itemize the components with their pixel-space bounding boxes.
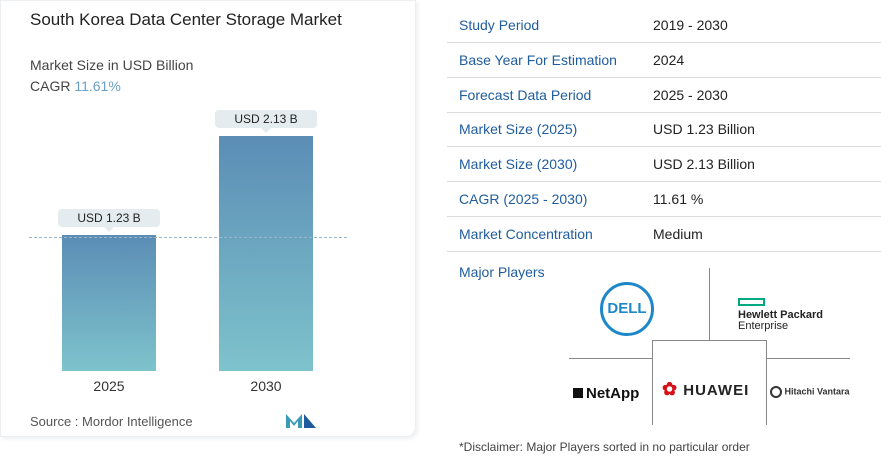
dell-logo: DELL bbox=[600, 282, 654, 336]
row-value: Medium bbox=[653, 225, 703, 242]
hitachi-logo: Hitachi Vantara bbox=[770, 386, 850, 398]
table-row: CAGR (2025 - 2030) 11.61 % bbox=[447, 182, 881, 217]
table-row: Market Size (2030) USD 2.13 Billion bbox=[447, 147, 881, 183]
bar-2025 bbox=[62, 235, 156, 371]
chart-card: South Korea Data Center Storage Market M… bbox=[0, 0, 416, 437]
reference-line bbox=[29, 237, 347, 238]
row-label: CAGR (2025 - 2030) bbox=[459, 191, 588, 207]
table-row: Market Concentration Medium bbox=[447, 217, 881, 252]
disclaimer: *Disclaimer: Major Players sorted in no … bbox=[459, 440, 750, 454]
table-row: Market Size (2025) USD 1.23 Billion bbox=[447, 112, 881, 148]
table-row: Study Period 2019 - 2030 bbox=[447, 8, 881, 43]
huawei-logo: ✿ HUAWEI bbox=[662, 379, 750, 399]
source: Source : Mordor Intelligence bbox=[30, 414, 193, 429]
row-value: 2024 bbox=[653, 51, 685, 68]
data-label: USD 2.13 B bbox=[215, 110, 317, 133]
data-label: USD 1.23 B bbox=[58, 209, 160, 233]
row-label: Study Period bbox=[459, 17, 540, 33]
bar-2030 bbox=[219, 136, 313, 371]
x-tick-label: 2030 bbox=[250, 378, 282, 394]
chart-subtitle: Market Size in USD Billion bbox=[30, 57, 194, 73]
table-row: Base Year For Estimation 2024 bbox=[447, 43, 881, 78]
hpe-logo: Hewlett Packard Enterprise bbox=[738, 298, 823, 332]
cagr: CAGR 11.61% bbox=[30, 78, 121, 94]
row-value: 2019 - 2030 bbox=[653, 17, 728, 33]
row-label: Base Year For Estimation bbox=[459, 51, 617, 68]
major-players-label: Major Players bbox=[459, 264, 545, 280]
cagr-value: 11.61% bbox=[74, 78, 121, 94]
x-tick-label: 2025 bbox=[93, 378, 125, 394]
row-value: 2025 - 2030 bbox=[653, 86, 728, 103]
row-label: Market Size (2030) bbox=[459, 156, 578, 173]
row-value: 11.61 % bbox=[653, 191, 704, 207]
row-label: Forecast Data Period bbox=[459, 86, 592, 103]
cagr-label: CAGR bbox=[30, 78, 71, 94]
row-label: Market Size (2025) bbox=[459, 121, 578, 138]
row-label: Market Concentration bbox=[459, 225, 593, 242]
table-row: Forecast Data Period 2025 - 2030 bbox=[447, 78, 881, 113]
row-value: USD 2.13 Billion bbox=[653, 156, 755, 173]
chart-title: South Korea Data Center Storage Market bbox=[30, 10, 342, 29]
netapp-logo: NetApp bbox=[573, 385, 639, 402]
row-value: USD 1.23 Billion bbox=[653, 121, 755, 138]
mordor-logo bbox=[286, 414, 316, 428]
